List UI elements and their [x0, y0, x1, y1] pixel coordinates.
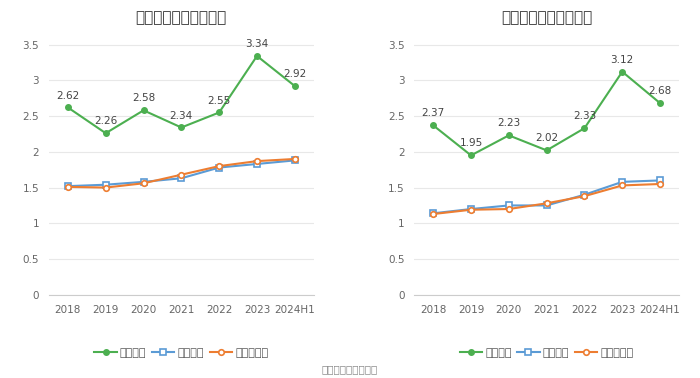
行业均值	[656, 178, 664, 183]
Text: 2.23: 2.23	[497, 118, 521, 129]
Text: 2.33: 2.33	[573, 111, 596, 121]
Text: 2.37: 2.37	[421, 108, 444, 118]
流动比率	[253, 54, 261, 58]
行业中位数	[505, 207, 513, 211]
速动比率	[505, 133, 513, 138]
流动比率	[215, 110, 223, 115]
行业中位数	[64, 184, 72, 189]
行业均值	[177, 176, 186, 181]
Text: 2.26: 2.26	[94, 116, 118, 126]
流动比率	[102, 131, 110, 135]
流动比率	[177, 125, 186, 130]
行业均值	[618, 180, 626, 184]
行业均值	[542, 203, 551, 208]
行业均值	[139, 180, 148, 184]
行业均值	[215, 165, 223, 170]
行业中位数	[177, 172, 186, 177]
Text: 3.34: 3.34	[246, 39, 269, 49]
行业均值	[467, 207, 475, 211]
行业均值	[64, 184, 72, 188]
Line: 行业均值: 行业均值	[430, 178, 663, 216]
Legend: 速动比率, 行业均值, 行业中位数: 速动比率, 行业均值, 行业中位数	[460, 348, 634, 358]
行业中位数	[580, 194, 589, 198]
行业中位数	[139, 181, 148, 186]
流动比率	[64, 105, 72, 110]
Line: 速动比率: 速动比率	[430, 69, 663, 158]
Text: 2.34: 2.34	[169, 110, 193, 121]
行业中位数	[253, 159, 261, 163]
速动比率	[467, 153, 475, 158]
Title: 历年流动比率变化情况: 历年流动比率变化情况	[136, 10, 227, 25]
Line: 行业中位数: 行业中位数	[65, 156, 298, 191]
Text: 2.92: 2.92	[284, 69, 307, 79]
Text: 数据来源：恒生聚源: 数据来源：恒生聚源	[322, 364, 378, 374]
行业中位数	[429, 212, 438, 216]
行业中位数	[290, 157, 299, 161]
Legend: 流动比率, 行业均值, 行业中位数: 流动比率, 行业均值, 行业中位数	[94, 348, 268, 358]
速动比率	[580, 126, 589, 130]
Text: 3.12: 3.12	[610, 55, 634, 65]
行业均值	[429, 211, 438, 215]
Text: 2.55: 2.55	[207, 96, 231, 105]
行业均值	[505, 203, 513, 208]
流动比率	[290, 84, 299, 88]
行业中位数	[656, 182, 664, 186]
行业均值	[290, 158, 299, 163]
速动比率	[542, 148, 551, 153]
速动比率	[618, 70, 626, 74]
速动比率	[429, 123, 438, 128]
行业中位数	[618, 183, 626, 188]
行业中位数	[215, 164, 223, 168]
行业均值	[102, 183, 110, 187]
速动比率	[656, 101, 664, 105]
行业中位数	[102, 185, 110, 190]
Line: 行业均值: 行业均值	[65, 158, 298, 189]
Text: 2.62: 2.62	[56, 90, 80, 101]
Text: 2.02: 2.02	[535, 133, 558, 143]
Text: 2.68: 2.68	[648, 86, 672, 96]
行业均值	[253, 162, 261, 166]
行业中位数	[542, 201, 551, 206]
行业均值	[580, 192, 589, 197]
行业中位数	[467, 208, 475, 212]
Title: 历年速动比率变化情况: 历年速动比率变化情况	[501, 10, 592, 25]
Text: 1.95: 1.95	[459, 138, 482, 149]
Line: 流动比率: 流动比率	[65, 53, 298, 136]
流动比率	[139, 108, 148, 113]
Text: 2.58: 2.58	[132, 93, 155, 104]
Line: 行业中位数: 行业中位数	[430, 181, 663, 217]
